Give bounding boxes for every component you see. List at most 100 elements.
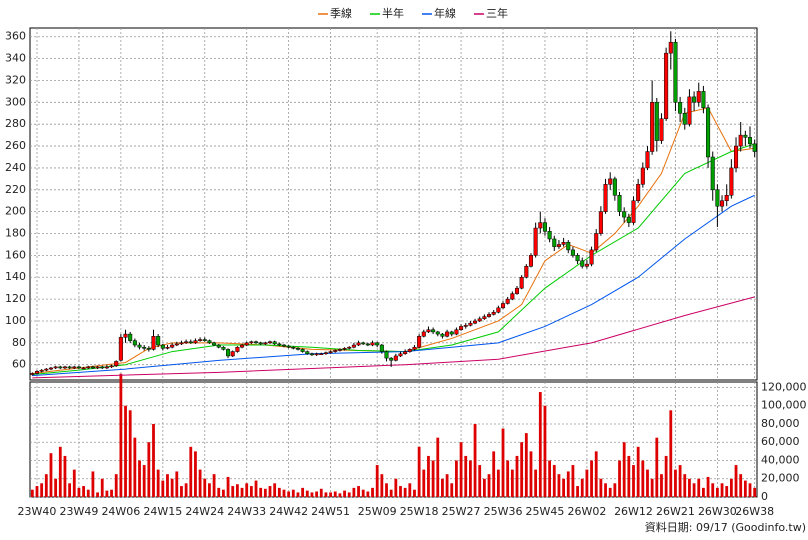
volume-bar [655, 437, 659, 497]
candle-body [734, 145, 739, 169]
volume-bar [77, 487, 81, 497]
candle-body [235, 346, 240, 352]
candle-body [487, 314, 492, 317]
candle-body [114, 361, 119, 367]
x-tick-label: 26W30 [698, 505, 737, 518]
volume-bar [287, 491, 291, 497]
volume-bar [138, 460, 141, 497]
x-tick-label: 23W40 [18, 505, 57, 518]
volume-bar [156, 469, 160, 497]
candle-body [81, 367, 86, 370]
volume-bar [240, 487, 244, 497]
y-tick-label: 60 [12, 358, 26, 371]
volume-bar [515, 455, 519, 497]
candle-body [701, 91, 706, 109]
volume-bar [562, 478, 565, 497]
candle-body [612, 178, 617, 196]
y-tick-label: 340 [5, 52, 26, 65]
volume-bar [110, 489, 113, 497]
candle-body [365, 343, 370, 346]
volume-bar [524, 433, 528, 497]
volume-bar [492, 451, 496, 497]
candle-body [445, 331, 450, 337]
candle-body [477, 318, 482, 322]
volume-bar [683, 474, 687, 497]
candle-body [435, 331, 440, 335]
volume-bar [417, 446, 421, 497]
candle-body [542, 222, 547, 232]
candle-body [617, 195, 622, 212]
candle-body [254, 341, 259, 344]
candle-body [720, 200, 725, 207]
candle-body [654, 102, 659, 141]
candle-body [202, 339, 207, 341]
volume-bar [124, 405, 127, 497]
candle-body [76, 366, 81, 369]
candle-body [459, 326, 464, 330]
candle-body [123, 333, 128, 338]
y-tick-label: 80 [12, 336, 26, 349]
candle-body [664, 52, 669, 119]
volume-bar [413, 489, 416, 497]
candle-body [505, 298, 510, 304]
candle-body [724, 195, 729, 201]
candle-body [53, 366, 58, 369]
candle-body [514, 287, 520, 294]
candle-body [95, 366, 100, 369]
candle-body [678, 102, 683, 114]
candle-body [272, 341, 277, 345]
volume-bar [338, 493, 342, 497]
volume-bar [482, 478, 486, 497]
volume-bar [529, 451, 533, 497]
volume-bar [548, 460, 552, 497]
volume-bar [347, 492, 351, 497]
candle-body [524, 266, 529, 278]
y-tick-label: 360 [5, 30, 26, 43]
volume-bar [608, 487, 612, 497]
volume-bar [72, 469, 76, 497]
x-tick-label: 24W42 [269, 505, 308, 518]
candle-body [90, 366, 95, 369]
volume-bar [333, 491, 337, 497]
volume-bar [580, 478, 584, 497]
volume-bar [310, 492, 314, 497]
candle-body [584, 263, 589, 267]
volume-bar [380, 474, 384, 497]
candle-body [48, 367, 53, 370]
candle-body [305, 351, 310, 355]
volume-bar [510, 469, 514, 497]
candle-body [706, 107, 711, 158]
candle-body [267, 341, 273, 344]
candle-body [375, 342, 380, 346]
x-tick-label: 25W36 [484, 505, 523, 518]
y-tick-label: 280 [5, 117, 26, 130]
volume-bar [343, 490, 346, 497]
volume-bar [394, 478, 398, 497]
candle-body [417, 336, 422, 348]
volume-bar [436, 437, 440, 497]
candle-body [309, 353, 314, 356]
x-tick-label: 24W51 [311, 505, 350, 518]
candle-body [510, 293, 515, 300]
volume-bar [189, 446, 193, 497]
candle-body [216, 344, 221, 348]
candle-body [86, 366, 91, 369]
volume-bar [371, 487, 374, 497]
volume-bar [161, 480, 165, 497]
volume-bar [543, 405, 547, 497]
volume-bar [203, 478, 207, 497]
x-tick-label: 26W02 [567, 505, 606, 518]
candle-body [291, 346, 296, 349]
candle-body [533, 227, 538, 256]
candle-body [244, 342, 249, 346]
volume-bar [170, 478, 174, 497]
x-tick-label: 25W27 [442, 505, 481, 518]
x-tick-label: 25W09 [358, 505, 397, 518]
volume-bar [44, 474, 48, 497]
candle-body [314, 353, 319, 356]
candle-body [100, 366, 105, 369]
volume-bar [399, 486, 402, 497]
volume-bar [450, 483, 454, 497]
y-tick-label: 200 [5, 205, 26, 218]
volume-bar [711, 483, 715, 497]
